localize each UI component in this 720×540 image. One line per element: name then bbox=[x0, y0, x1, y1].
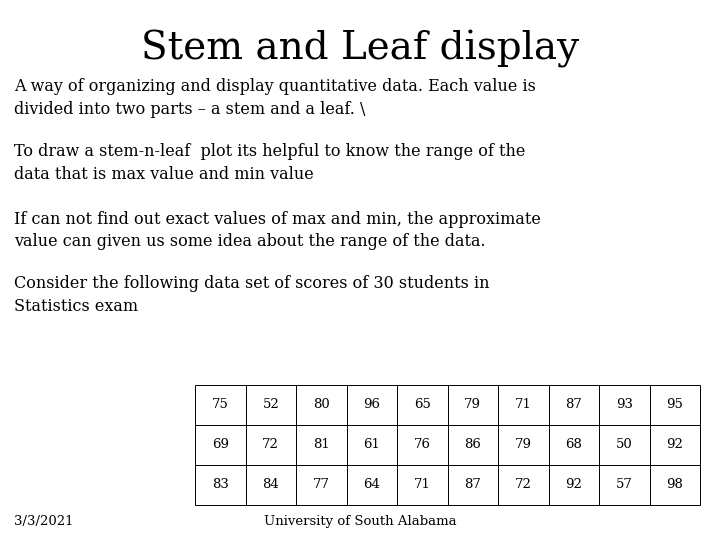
Text: 87: 87 bbox=[464, 478, 481, 491]
Text: 83: 83 bbox=[212, 478, 229, 491]
Text: 71: 71 bbox=[515, 399, 531, 411]
Text: A way of organizing and display quantitative data. Each value is
divided into tw: A way of organizing and display quantita… bbox=[14, 78, 536, 118]
Bar bbox=[649, 385, 700, 425]
Text: 77: 77 bbox=[312, 478, 330, 491]
Bar bbox=[649, 465, 700, 505]
Text: 72: 72 bbox=[515, 478, 531, 491]
Text: 69: 69 bbox=[212, 438, 229, 451]
Text: 93: 93 bbox=[616, 399, 633, 411]
Bar bbox=[498, 385, 549, 425]
Text: 50: 50 bbox=[616, 438, 633, 451]
Bar bbox=[296, 465, 346, 505]
Text: 52: 52 bbox=[262, 399, 279, 411]
Text: 86: 86 bbox=[464, 438, 481, 451]
Bar bbox=[549, 385, 599, 425]
Text: 81: 81 bbox=[313, 438, 330, 451]
Bar bbox=[549, 465, 599, 505]
Text: To draw a stem-n-leaf  plot its helpful to know the range of the
data that is ma: To draw a stem-n-leaf plot its helpful t… bbox=[14, 143, 526, 183]
Text: 96: 96 bbox=[364, 399, 380, 411]
Text: 61: 61 bbox=[364, 438, 380, 451]
Bar bbox=[195, 425, 246, 465]
Text: 65: 65 bbox=[414, 399, 431, 411]
Bar bbox=[246, 425, 296, 465]
Text: 98: 98 bbox=[666, 478, 683, 491]
Text: 95: 95 bbox=[666, 399, 683, 411]
Bar bbox=[246, 465, 296, 505]
Text: 64: 64 bbox=[364, 478, 380, 491]
Bar bbox=[397, 425, 448, 465]
Text: 57: 57 bbox=[616, 478, 633, 491]
Bar bbox=[498, 465, 549, 505]
Bar bbox=[599, 385, 649, 425]
Bar bbox=[448, 465, 498, 505]
Text: 92: 92 bbox=[565, 478, 582, 491]
Text: 75: 75 bbox=[212, 399, 229, 411]
Bar bbox=[397, 465, 448, 505]
Bar bbox=[346, 425, 397, 465]
Bar bbox=[498, 425, 549, 465]
Text: 71: 71 bbox=[414, 478, 431, 491]
Text: 87: 87 bbox=[565, 399, 582, 411]
Text: 84: 84 bbox=[262, 478, 279, 491]
Bar bbox=[549, 425, 599, 465]
Text: 68: 68 bbox=[565, 438, 582, 451]
Bar bbox=[649, 425, 700, 465]
Text: 92: 92 bbox=[666, 438, 683, 451]
Text: 79: 79 bbox=[515, 438, 532, 451]
Text: 3/3/2021: 3/3/2021 bbox=[14, 515, 73, 528]
Text: 80: 80 bbox=[313, 399, 330, 411]
Bar bbox=[448, 425, 498, 465]
Bar bbox=[397, 385, 448, 425]
Bar bbox=[448, 385, 498, 425]
Bar bbox=[599, 465, 649, 505]
Bar bbox=[296, 385, 346, 425]
Text: Consider the following data set of scores of 30 students in
Statistics exam: Consider the following data set of score… bbox=[14, 275, 490, 315]
Bar bbox=[599, 425, 649, 465]
Bar bbox=[246, 385, 296, 425]
Text: Stem and Leaf display: Stem and Leaf display bbox=[141, 30, 579, 68]
Text: 72: 72 bbox=[262, 438, 279, 451]
Text: If can not find out exact values of max and min, the approximate
value can given: If can not find out exact values of max … bbox=[14, 211, 541, 251]
Bar bbox=[195, 385, 246, 425]
Text: 76: 76 bbox=[414, 438, 431, 451]
Bar bbox=[346, 385, 397, 425]
Bar bbox=[346, 465, 397, 505]
Bar bbox=[296, 425, 346, 465]
Text: University of South Alabama: University of South Alabama bbox=[264, 515, 456, 528]
Text: 79: 79 bbox=[464, 399, 481, 411]
Bar bbox=[195, 465, 246, 505]
